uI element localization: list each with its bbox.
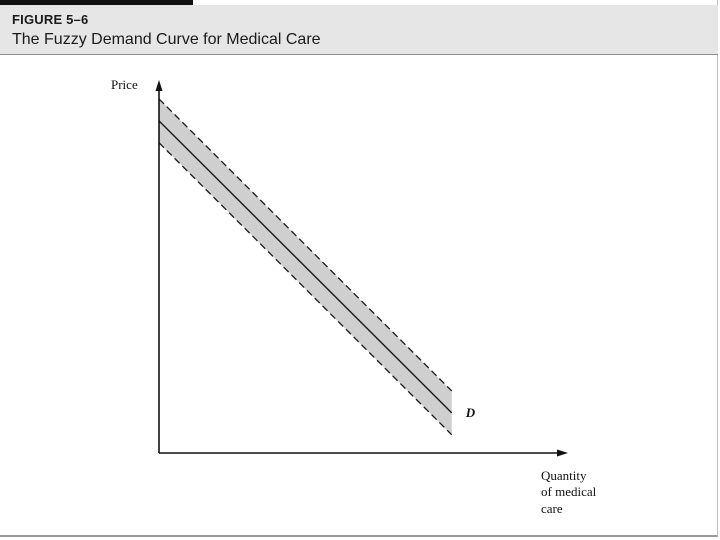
band-upper-edge — [158, 98, 453, 392]
x-axis-label-line-2: of medical — [541, 484, 597, 499]
x-axis-label-line-3: care — [541, 501, 563, 516]
figure-title: The Fuzzy Demand Curve for Medical Care — [12, 31, 321, 48]
figure-header: FIGURE 5–6 The Fuzzy Demand Curve for Me… — [0, 5, 718, 55]
top-accent-bar — [0, 0, 193, 5]
band-lower-edge — [158, 142, 453, 436]
demand-curve — [158, 120, 453, 414]
y-axis-arrow — [155, 80, 163, 91]
x-axis-label-line-1: Quantity — [541, 468, 587, 483]
curve-label-d: D — [465, 405, 476, 420]
y-axis-label: Price — [111, 77, 138, 92]
figure-number: FIGURE 5–6 — [12, 12, 89, 27]
x-axis-arrow — [557, 449, 568, 457]
